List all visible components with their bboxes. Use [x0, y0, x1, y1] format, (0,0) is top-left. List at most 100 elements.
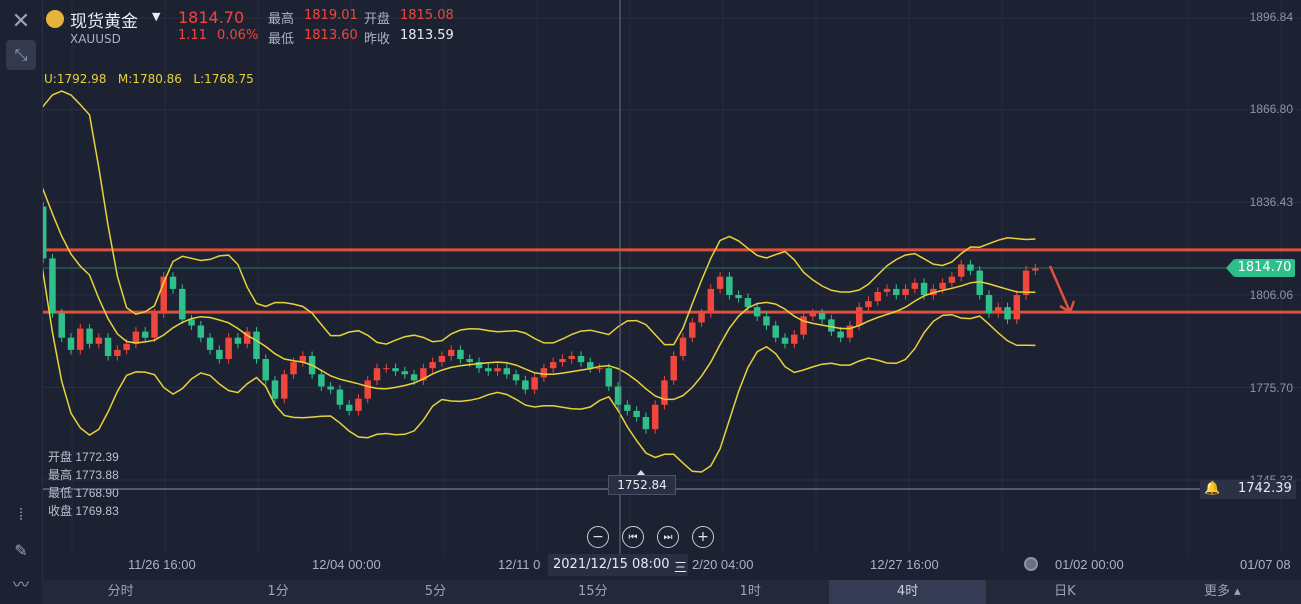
candle-body — [77, 328, 84, 350]
ohlc-close-value: 1769.83 — [75, 504, 119, 518]
alert-price-box[interactable]: 🔔 1742.39 — [1200, 480, 1296, 499]
candle-body — [364, 380, 371, 399]
candle-body — [763, 316, 770, 326]
candle-body — [587, 362, 594, 369]
ohlc-high-label: 最高 — [48, 468, 73, 482]
candle-body — [800, 316, 807, 335]
ohlc-close: 收盘 1769.83 — [48, 502, 119, 519]
left-toolbar: ✕ ⤡ ⦙ ✎ 〰 — [0, 0, 43, 604]
candle-body — [466, 359, 473, 363]
candle-body — [698, 313, 705, 323]
candle-body — [726, 276, 733, 295]
latest-dot-icon[interactable] — [1024, 557, 1038, 571]
price-chart[interactable] — [0, 0, 1301, 580]
candle-body — [438, 355, 446, 363]
candle-body — [485, 368, 492, 372]
min-marker-pointer — [636, 470, 646, 476]
candle-body — [642, 416, 650, 430]
zoom-in-button[interactable]: + — [692, 526, 714, 548]
candle-body — [114, 349, 121, 356]
line-chart-icon[interactable]: 〰 — [12, 575, 29, 594]
candle-body — [494, 368, 501, 372]
candle-body — [429, 362, 436, 369]
candle-body — [151, 313, 158, 338]
boll-upper-band — [23, 90, 1036, 346]
draw-pen-icon[interactable]: ✎ — [14, 540, 28, 560]
ohlc-high-value: 1773.88 — [75, 468, 119, 482]
candle-body — [540, 368, 548, 378]
candle-body — [818, 313, 826, 320]
candle-body — [392, 368, 399, 372]
candle-body — [855, 307, 863, 326]
tf-4h[interactable]: 4时 — [828, 580, 987, 604]
alert-price-value: 1742.39 — [1238, 481, 1292, 496]
skip-back-button[interactable]: ⏮ — [622, 526, 644, 548]
symbol-title[interactable]: 现货黄金 — [70, 12, 138, 32]
candlestick-series — [21, 141, 1039, 434]
candle-body — [995, 307, 1002, 314]
tf-5m[interactable]: 5分 — [424, 584, 447, 599]
tf-1m[interactable]: 1分 — [267, 584, 289, 599]
close-icon[interactable]: ✕ — [11, 8, 31, 34]
candle-body — [39, 206, 47, 259]
candle-body — [531, 377, 538, 390]
candle-body — [716, 276, 724, 289]
candle-body — [920, 282, 928, 295]
candle-body — [234, 337, 242, 344]
tf-15m[interactable]: 15分 — [578, 584, 608, 599]
tf-more[interactable]: 更多 ▴ — [1144, 580, 1301, 604]
tf-more-label: 更多 — [1203, 584, 1230, 599]
candle-body — [132, 331, 140, 344]
candle-body — [791, 334, 798, 344]
candle-body — [299, 355, 307, 363]
ohlc-low-value: 1768.90 — [75, 486, 119, 500]
candle-body — [577, 355, 585, 363]
prev-close-label: 昨收 — [364, 32, 391, 47]
candle-body — [1032, 268, 1039, 271]
candle-body — [633, 410, 640, 417]
candle-body — [651, 404, 659, 430]
open-label: 开盘 — [364, 12, 391, 27]
candle-body — [253, 331, 260, 360]
candle-body — [401, 371, 409, 375]
boll-lower-band — [23, 171, 1036, 473]
collapse-icon[interactable]: ⤡ — [6, 40, 36, 70]
x-tick: 12/04 00:00 — [312, 557, 381, 572]
boll-legend: U:1792.98 M:1780.86 L:1768.75 — [44, 72, 254, 86]
candle-body — [373, 368, 381, 381]
candle-body — [281, 374, 288, 399]
candle-body — [846, 325, 854, 338]
tf-tick[interactable]: 分时 — [107, 584, 134, 599]
candle-body — [179, 288, 186, 320]
candle-body — [679, 337, 687, 356]
candle-body — [262, 359, 269, 381]
candle-body — [58, 313, 65, 338]
candle-body — [957, 264, 965, 277]
candle-body — [188, 319, 195, 326]
y-tick: 1775.70 — [1249, 381, 1293, 395]
ohlc-open-value: 1772.39 — [75, 450, 119, 464]
zoom-out-button[interactable]: − — [587, 526, 609, 548]
price-tag-arrow — [1226, 259, 1234, 277]
candle-body — [948, 276, 956, 283]
indicator-icon[interactable]: ⦙ — [19, 505, 23, 524]
x-tick: 12/27 16:00 — [870, 557, 939, 572]
candle-body — [670, 355, 677, 381]
candle-body — [707, 288, 715, 314]
bell-icon[interactable]: 🔔 — [1204, 481, 1221, 496]
skip-forward-button[interactable]: ⏭ — [657, 526, 679, 548]
boll-middle-band — [23, 152, 1036, 401]
crosshair-time: 2021/12/15 08:00 — [553, 557, 670, 572]
tf-1h[interactable]: 1时 — [739, 584, 761, 599]
open-value: 1815.08 — [400, 8, 454, 23]
chevron-down-icon[interactable]: ▼ — [152, 10, 161, 23]
tf-1d[interactable]: 日K — [1054, 584, 1076, 599]
candle-body — [410, 374, 418, 381]
candle-body — [559, 359, 566, 363]
ohlc-low-label: 最低 — [48, 486, 73, 500]
down-arrow-annotation — [1048, 265, 1076, 314]
y-tick: 1866.80 — [1249, 102, 1293, 116]
candle-body — [104, 337, 112, 356]
candle-body — [596, 368, 603, 370]
candle-body — [160, 276, 167, 314]
